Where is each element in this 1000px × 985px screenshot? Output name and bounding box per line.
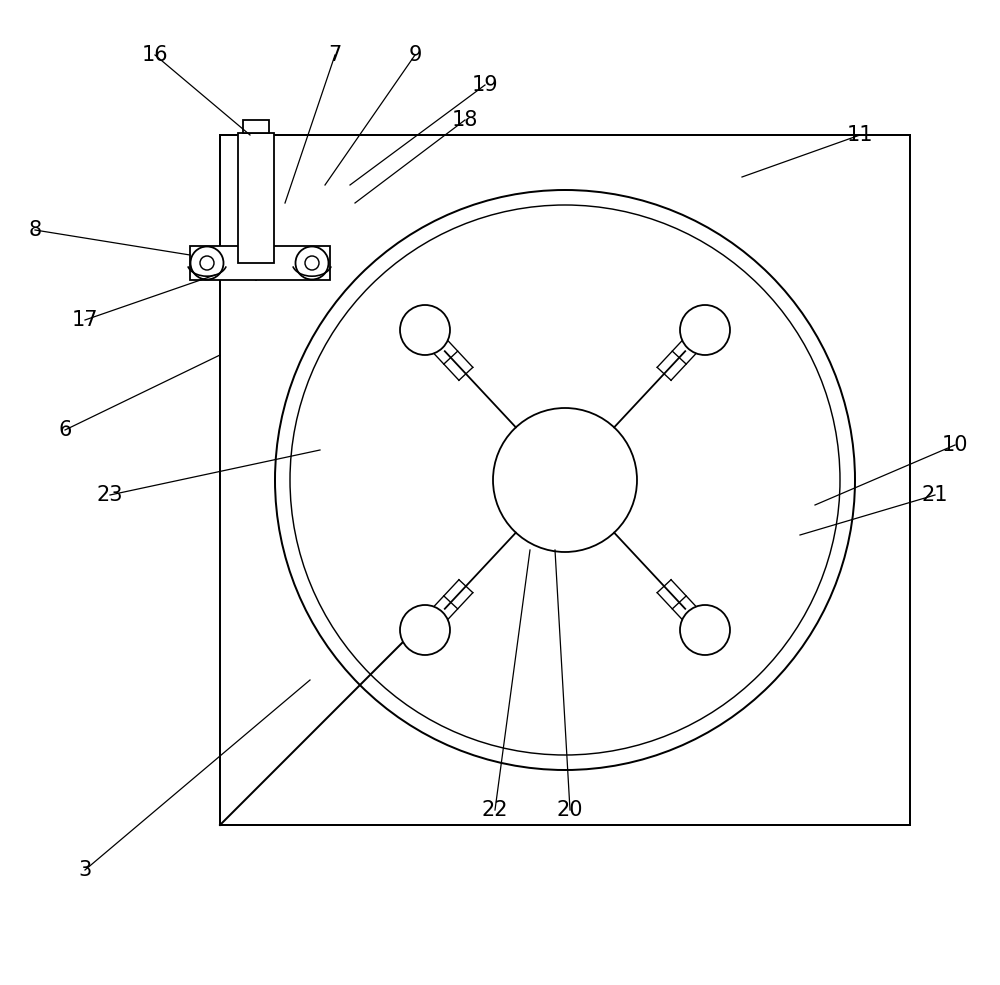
Bar [238, 133, 274, 263]
Text: 16: 16 [142, 45, 168, 65]
Circle shape [680, 305, 730, 355]
Text: 9: 9 [408, 45, 422, 65]
Circle shape [493, 408, 637, 552]
Text: 19: 19 [472, 75, 498, 95]
Text: 18: 18 [452, 110, 478, 130]
Bar [220, 135, 910, 825]
Circle shape [680, 605, 730, 655]
Text: 22: 22 [482, 800, 508, 820]
Circle shape [200, 256, 214, 270]
Circle shape [400, 605, 450, 655]
Text: 21: 21 [922, 485, 948, 505]
Text: 11: 11 [847, 125, 873, 145]
Text: 17: 17 [72, 310, 98, 330]
Text: 8: 8 [28, 220, 42, 240]
Bar [190, 246, 330, 280]
Text: 3: 3 [78, 860, 92, 880]
Bar [243, 120, 269, 133]
Text: 10: 10 [942, 435, 968, 455]
Circle shape [305, 256, 319, 270]
Text: 7: 7 [328, 45, 342, 65]
Text: 20: 20 [557, 800, 583, 820]
Text: 6: 6 [58, 420, 72, 440]
Text: 23: 23 [97, 485, 123, 505]
Circle shape [400, 305, 450, 355]
